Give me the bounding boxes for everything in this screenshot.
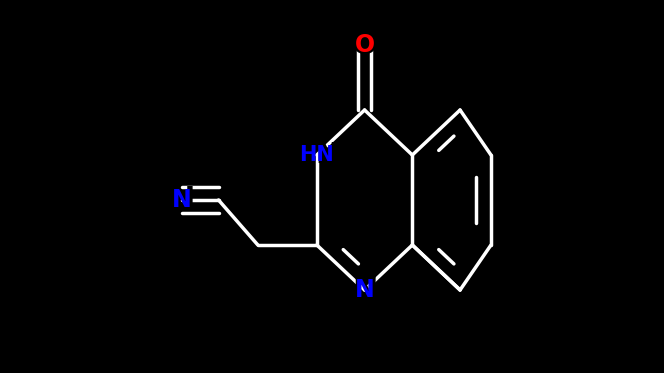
Text: N: N bbox=[172, 188, 192, 212]
Text: N: N bbox=[355, 278, 374, 302]
Text: HN: HN bbox=[299, 145, 334, 165]
Text: HN: HN bbox=[293, 141, 340, 169]
Text: O: O bbox=[355, 33, 374, 57]
Text: N: N bbox=[169, 185, 195, 214]
Text: N: N bbox=[352, 276, 377, 304]
Text: O: O bbox=[352, 31, 378, 60]
